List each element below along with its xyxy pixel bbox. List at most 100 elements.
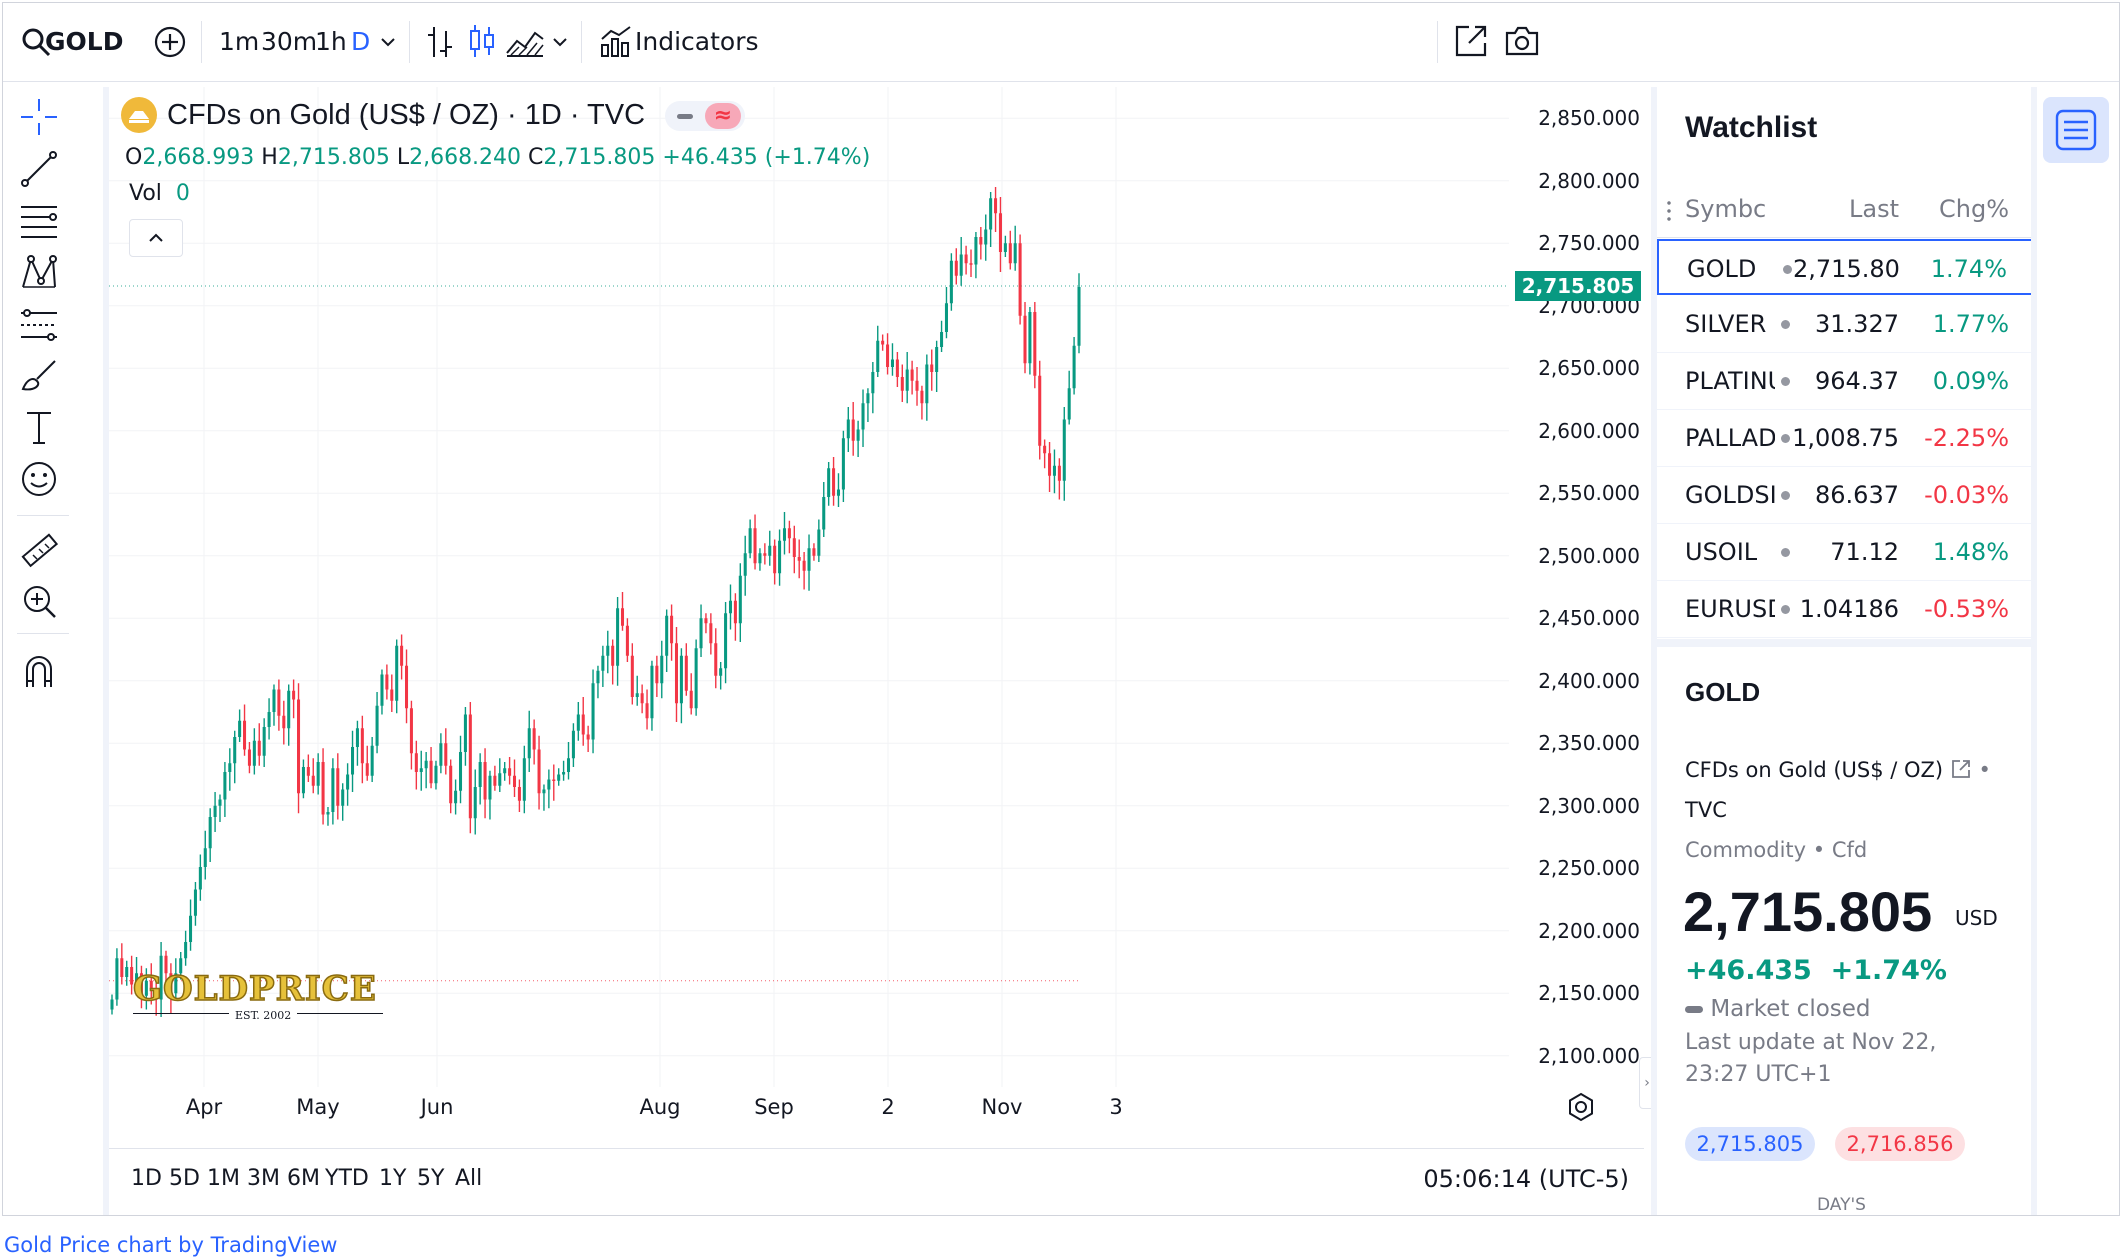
candle-body xyxy=(213,805,217,817)
interval-1h[interactable]: 1h xyxy=(315,27,347,56)
indicators-button[interactable]: Indicators xyxy=(635,27,759,56)
candle-body xyxy=(1033,312,1037,376)
interval-30m[interactable]: 30m xyxy=(261,27,318,56)
watchlist-last: 1,008.75 xyxy=(1792,424,1899,452)
text-tool-icon[interactable] xyxy=(19,407,59,447)
candle-body xyxy=(135,973,139,985)
candle-body xyxy=(498,773,502,786)
candle-body xyxy=(856,429,860,441)
col-chg[interactable]: Chg% xyxy=(1938,195,2009,223)
camera-icon[interactable] xyxy=(1503,23,1541,59)
range-button-all[interactable]: All xyxy=(455,1166,483,1191)
range-button-3m[interactable]: 3M xyxy=(247,1166,280,1191)
watchlist-chg: -0.03% xyxy=(1924,481,2009,509)
chart-pane[interactable]: CFDs on Gold (US$ / OZ) · 1D · TVC ≈ O2,… xyxy=(109,87,1655,1215)
ruler-icon[interactable] xyxy=(19,531,59,571)
compare-add-icon[interactable] xyxy=(153,25,187,59)
candle-body xyxy=(385,674,389,690)
footer-credit-link[interactable]: Gold Price chart by TradingView xyxy=(4,1233,338,1257)
pattern-icon[interactable] xyxy=(19,253,59,293)
fib-retracement-icon[interactable] xyxy=(19,201,59,241)
drag-handle-icon[interactable] xyxy=(1667,199,1671,223)
candle-body xyxy=(189,915,193,942)
last-update-time: 23:27 UTC+1 xyxy=(1685,1062,1832,1087)
candle-body xyxy=(282,715,286,729)
candles-chart-type-icon[interactable] xyxy=(467,21,497,61)
candle-body xyxy=(542,789,546,794)
range-button-5y[interactable]: 5Y xyxy=(417,1166,445,1191)
col-last[interactable]: Last xyxy=(1849,195,1899,223)
candle-body xyxy=(895,359,899,377)
range-button-6m[interactable]: 6M xyxy=(287,1166,320,1191)
watchlist-row[interactable]: GOLDSILVER 86.637 -0.03% xyxy=(1657,467,2037,524)
chevron-down-icon[interactable] xyxy=(551,33,569,51)
candle-body xyxy=(753,528,757,564)
candle-body xyxy=(277,689,281,716)
drawing-toolbar xyxy=(3,87,109,1215)
candlestick-chart[interactable] xyxy=(109,87,1644,1127)
watchlist-row[interactable]: EURUSD 1.04186 -0.53% xyxy=(1657,581,2037,638)
interval-d[interactable]: D xyxy=(351,27,371,56)
indicators-icon[interactable] xyxy=(599,25,633,59)
logo-text: GOLDPRICE xyxy=(132,968,377,1010)
emoji-icon[interactable] xyxy=(19,459,59,499)
watchlist-title: Watchlist xyxy=(1685,111,1818,144)
interval-1m[interactable]: 1m xyxy=(219,27,260,56)
candle-body xyxy=(429,760,433,784)
magnet-icon[interactable] xyxy=(19,651,59,691)
candle-body xyxy=(346,774,350,790)
collapse-legend-button[interactable] xyxy=(129,219,183,257)
search-icon[interactable] xyxy=(19,25,53,59)
candle-body xyxy=(1018,243,1022,316)
watchlist-row[interactable]: PALLADIUM 1,008.75 -2.25% xyxy=(1657,410,2037,467)
candle-body xyxy=(1077,287,1081,346)
candle-body xyxy=(851,419,855,441)
open-external-icon[interactable] xyxy=(1950,758,1972,780)
range-button-ytd[interactable]: YTD xyxy=(325,1166,369,1191)
candle-body xyxy=(699,618,703,649)
watchlist-last: 2,715.805 xyxy=(1793,255,1901,283)
watchlist-row[interactable]: SILVER 31.327 1.77% xyxy=(1657,296,2037,353)
watchlist-header: Symbc Last Chg% xyxy=(1657,181,2037,238)
candle-body xyxy=(724,613,728,669)
candle-body xyxy=(807,548,811,571)
candle-body xyxy=(508,768,512,776)
crosshair-icon[interactable] xyxy=(19,97,59,137)
candle-body xyxy=(689,690,693,709)
candle-body xyxy=(1067,388,1071,420)
area-chart-type-icon[interactable] xyxy=(505,25,545,59)
bar-chart-type-icon[interactable] xyxy=(425,23,455,61)
candle-body xyxy=(1013,243,1017,264)
candle-body xyxy=(110,999,114,1010)
open-external-icon[interactable] xyxy=(1453,23,1489,59)
candle-body xyxy=(861,403,865,430)
candle-body xyxy=(159,955,163,1000)
low-value: 2,668.240 xyxy=(409,145,522,170)
watchlist-toggle-button[interactable] xyxy=(2043,97,2109,163)
candle-body xyxy=(547,779,551,790)
legend-toggle[interactable]: ≈ xyxy=(665,101,745,131)
price-axis[interactable]: 2,850.000 2,800.000 2,750.000 2,700.000 2,65… xyxy=(1514,87,1644,1127)
candle-body xyxy=(596,670,600,684)
range-button-1d[interactable]: 1D xyxy=(131,1166,162,1191)
watchlist-chg: 1.74% xyxy=(1930,255,2007,283)
watchlist-row[interactable]: USOIL 71.12 1.48% xyxy=(1657,524,2037,581)
settings-gear-icon[interactable] xyxy=(1565,1091,1597,1123)
symbol-search[interactable]: GOLD xyxy=(45,27,124,56)
watchlist-row[interactable]: PLATINUM 964.37 0.09% xyxy=(1657,353,2037,410)
trend-line-icon[interactable] xyxy=(19,149,59,189)
candle-body xyxy=(822,497,826,530)
col-symbol[interactable]: Symbc xyxy=(1685,195,1767,223)
clock[interactable]: 05:06:14 (UTC-5) xyxy=(1423,1165,1629,1193)
zoom-in-icon[interactable] xyxy=(19,581,59,621)
range-button-1y[interactable]: 1Y xyxy=(379,1166,407,1191)
range-button-1m[interactable]: 1M xyxy=(207,1166,240,1191)
brush-icon[interactable] xyxy=(19,355,59,395)
forecast-icon[interactable] xyxy=(19,305,59,345)
watchlist-row[interactable]: GOLD 2,715.805 1.74% xyxy=(1657,239,2037,295)
time-axis[interactable]: Apr May Jun Aug Sep 2 Nov 3 xyxy=(109,1087,1509,1127)
candle-body xyxy=(257,740,261,756)
range-button-5d[interactable]: 5D xyxy=(169,1166,200,1191)
chevron-down-icon[interactable] xyxy=(379,33,397,51)
candle-body xyxy=(1028,312,1032,364)
